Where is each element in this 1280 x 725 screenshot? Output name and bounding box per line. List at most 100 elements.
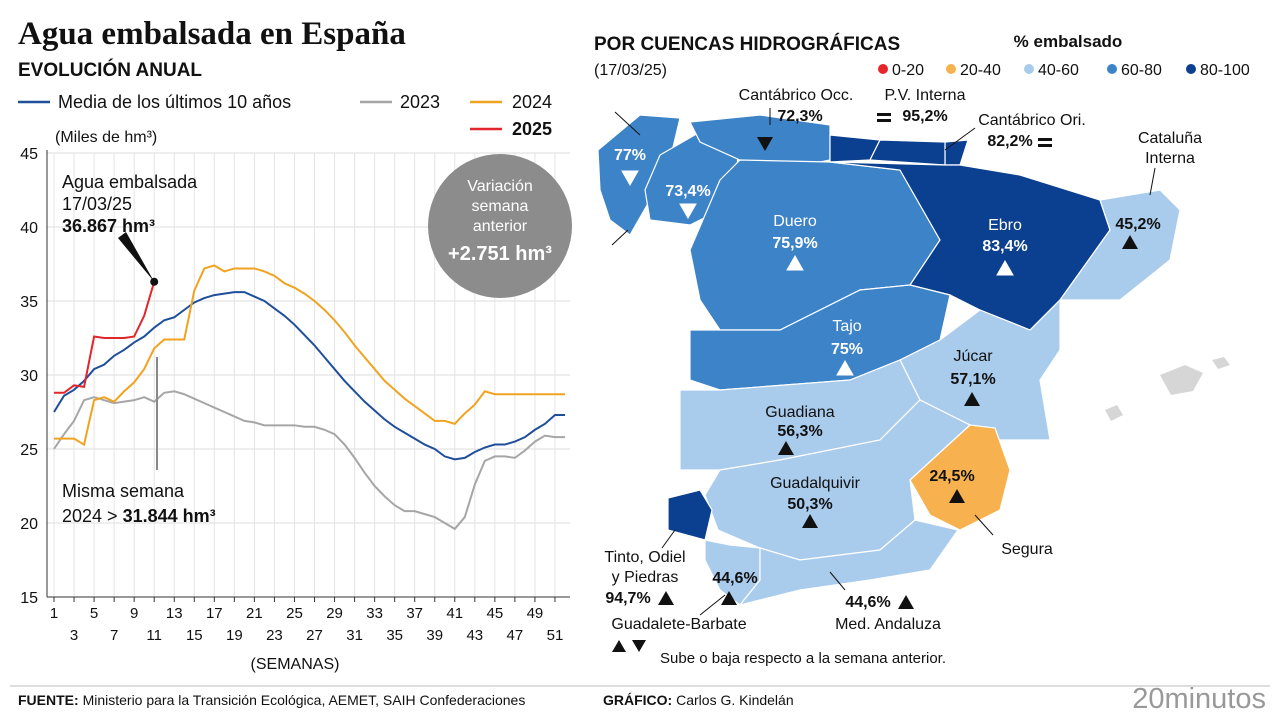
trend-icon [778,441,794,455]
footer-credit: GRÁFICO: Carlos G. Kindelán [603,692,794,708]
x-tick-label: 47 [507,627,524,644]
legend-label: 80-100 [1200,62,1250,79]
basin [869,139,946,166]
legend-dot [1186,64,1196,74]
series-line [54,264,565,447]
basin-value: 57,1% [950,371,995,388]
variation-text: semana [472,198,529,215]
x-tick-label: 5 [90,605,98,622]
trend-key [612,640,646,652]
basin-name: Júcar [953,348,993,365]
leader-line [829,571,846,591]
basin-name: Med. Andaluza [835,616,941,633]
x-tick-label: 17 [206,605,223,622]
annotation: 36.867 hm³ [62,216,155,236]
x-tick-label: 1 [50,605,58,622]
basin-value: 94,7% [605,590,650,607]
legend-dot [1024,64,1034,74]
series-line [53,390,565,531]
basin-value: 72,3% [777,108,822,125]
basin-name: y Piedras [612,569,679,586]
trend-icon [949,489,965,503]
trend-icon [1122,235,1138,249]
series-line [54,281,156,394]
basin-value: 56,3% [777,423,822,440]
brand: 20minutos [1132,683,1266,715]
y-tick-label: 25 [20,442,38,459]
x-tick-label: 13 [166,605,183,622]
annotation-part: 2024 > [62,506,123,526]
annotation-part: 31.844 hm³ [123,506,216,526]
basin-value: 73,4% [665,183,710,200]
leader-line [974,514,994,536]
legend-label: 40-60 [1038,62,1079,79]
balearics [1105,357,1230,421]
legend-label: Media de los últimos 10 años [58,92,291,112]
legend-label: 2023 [400,92,440,112]
trend-icon [658,591,674,605]
x-tick-label: 25 [286,605,303,622]
trend-icon [996,259,1014,276]
basin-name: Segura [1001,541,1053,558]
y-tick-label: 15 [20,590,38,607]
title: Agua embalsada en España [18,16,406,52]
leader-line [699,594,726,616]
credit-label: GRÁFICO: [603,692,672,708]
basin [738,519,960,607]
x-tick-label: 51 [547,627,564,644]
basin [1058,189,1181,301]
series-line [53,291,565,461]
x-tick-label: 15 [186,627,203,644]
credit: Carlos G. Kindelán [676,692,794,708]
legend-label: 60-80 [1121,62,1162,79]
basin-value: 75% [831,341,863,358]
leader-line [1149,167,1156,196]
basin-value: 50,3% [787,496,832,513]
basin-name: Guadiana [765,404,834,421]
basin-name: Miño-Sil [607,249,665,266]
trend-icon [679,203,697,220]
basin-name: Galicia Costa [595,87,690,104]
basin-name: Guadalquivir [770,475,861,492]
trend-icon [786,254,804,271]
footer-source: FUENTE: Ministerio para la Transición Ec… [18,692,525,708]
map-title: POR CUENCAS HIDROGRÁFICAS [594,33,900,55]
legend-label: 20-40 [960,62,1001,79]
leader-line [944,127,976,151]
x-tick-label: 39 [426,627,443,644]
leader-line [611,229,629,246]
basin-value: 77% [614,147,646,164]
x-tick-label: 19 [226,627,243,644]
x-tick-label: 23 [266,627,283,644]
annotation: Misma semana [62,481,185,501]
basin-value: 82,2% [987,133,1032,150]
basin-name: Interna [1145,150,1195,167]
basin-value: 75,9% [772,235,817,252]
basin-name: P.V. Interna [885,87,966,104]
y-tick-label: 45 [20,146,38,163]
annotation: 17/03/25 [62,194,132,214]
trend-icon [836,359,854,376]
trend-icon [721,591,737,605]
y-tick-label: 30 [20,368,38,385]
trend-icon [964,392,980,406]
x-tick-label: 35 [386,627,403,644]
x-tick-label: 9 [130,605,138,622]
basin-value: 44,6% [712,570,757,587]
x-tick-label: 31 [346,627,363,644]
basin-value: 45,2% [1115,216,1160,233]
trend-icon [802,514,818,528]
source: Ministerio para la Transición Ecológica,… [83,692,526,708]
leader-line [661,529,676,549]
leader-line [614,111,641,136]
x-tick-label: 45 [487,605,504,622]
basin-name: Cataluña [1138,130,1202,147]
legend-label: 0-20 [892,62,924,79]
legend-dot [1107,64,1117,74]
x-tick-label: 49 [527,605,544,622]
y-tick-label: 35 [20,294,38,311]
legend-dot [946,64,956,74]
x-tick-label: 43 [466,627,483,644]
basin-value: 95,2% [902,108,947,125]
